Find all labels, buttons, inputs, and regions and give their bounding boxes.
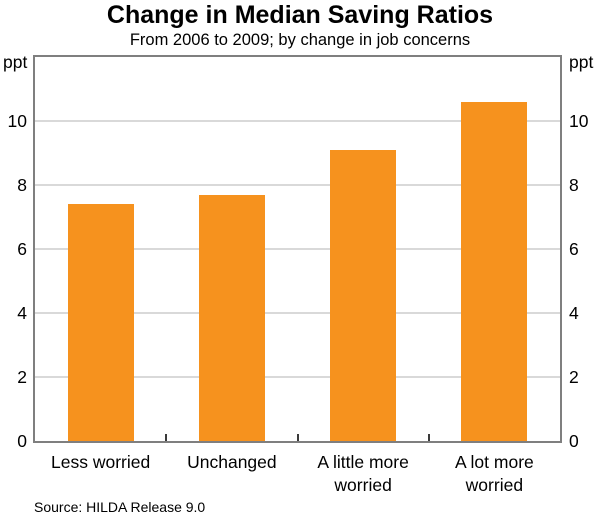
y-tick-label-left: 8 [17,175,27,195]
y-tick-label-right: 2 [569,367,579,387]
x-category-label: A lot more worried [454,452,534,495]
bar-1 [67,204,134,441]
y-tick-label-left: 2 [17,367,27,387]
y-tick-label-right: 10 [569,111,589,131]
plot-area [33,55,562,443]
y-tick-label-right: 4 [569,303,579,323]
bar-2 [198,194,265,441]
gridline [35,184,560,186]
category-separator-tick [427,434,430,441]
x-category-label: Unchanged [187,452,277,472]
gridline [35,120,560,122]
y-axis-unit-left: ppt [3,52,28,72]
chart-subtitle: From 2006 to 2009; by change in job conc… [129,31,471,49]
y-tick-label-left: 6 [17,239,27,259]
category-separator-tick [296,434,299,441]
y-tick-label-left: 0 [17,431,27,451]
y-tick-label-right: 8 [569,175,579,195]
y-axis-unit-right: ppt [569,52,594,72]
source-note: Source: HILDA Release 9.0 [34,499,206,515]
y-tick-label-left: 4 [17,303,27,323]
gridline [35,312,560,314]
bar-3 [330,149,397,441]
x-category-label: A little more worried [317,452,409,495]
chart-title: Change in Median Saving Ratios [106,1,494,29]
y-tick-label-right: 0 [569,431,579,451]
gridline [35,376,560,378]
bar-4 [461,101,528,441]
y-tick-label-right: 6 [569,239,579,259]
category-separator-tick [165,434,168,441]
y-tick-label-left: 10 [7,111,27,131]
gridline [35,248,560,250]
x-category-label: Less worried [51,452,151,472]
